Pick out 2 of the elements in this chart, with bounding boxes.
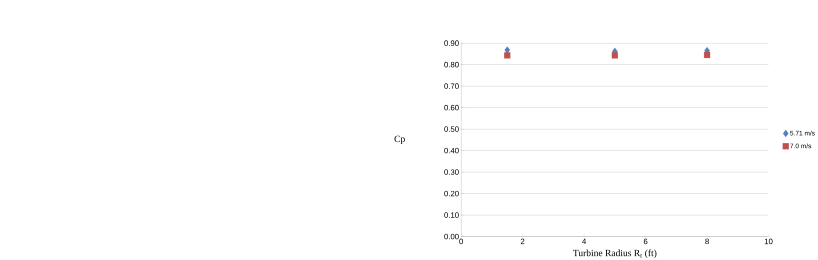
x-axis-title: Turbine Radius R$_{t}$ (ft) — [573, 249, 656, 258]
y-axis-title: Cp — [394, 136, 405, 144]
